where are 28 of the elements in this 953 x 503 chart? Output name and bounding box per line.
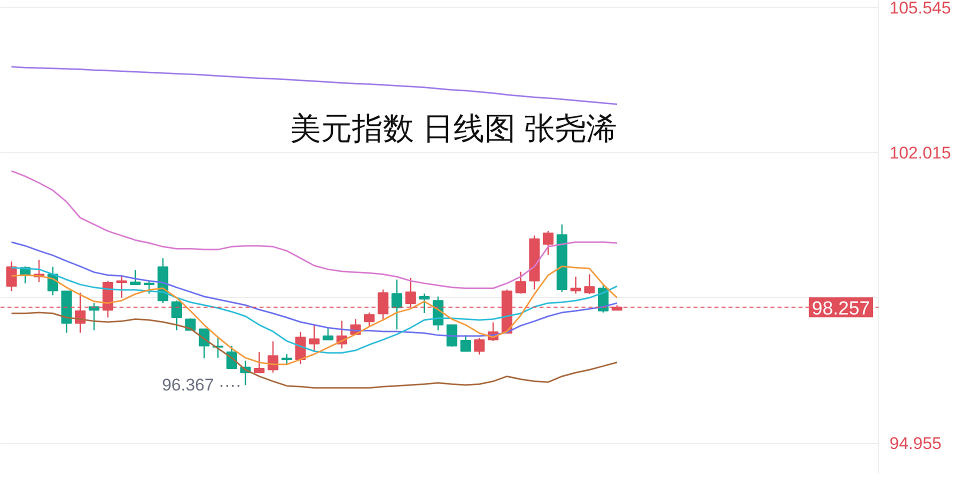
annotation: 96.367 ····: [162, 376, 242, 395]
candlestick: [542, 230, 554, 256]
candlestick: [281, 353, 292, 366]
candlestick: [392, 278, 402, 330]
candlestick: [295, 331, 306, 365]
candlestick: [584, 274, 595, 295]
candlestick: [460, 334, 471, 352]
y-tick-label: 105.545: [890, 0, 951, 18]
y-tick-label: 94.955: [890, 434, 942, 454]
candlestick: [6, 260, 17, 292]
y-tick-label: 102.015: [890, 144, 951, 163]
candlestick: [116, 274, 127, 298]
candlestick: [308, 324, 320, 352]
candlestick: [474, 337, 485, 356]
candlestick: [419, 292, 430, 314]
candlestick: [268, 340, 278, 374]
candlestick: [130, 269, 141, 286]
line-series: [10, 66, 618, 105]
candlestick: [515, 271, 526, 294]
text: 美元指数 日线图 张尧浠: [290, 111, 618, 146]
candlestick: [364, 312, 375, 328]
ref-line-label: 98.257: [812, 298, 870, 320]
line-series: [10, 312, 618, 389]
candlestick: [322, 327, 334, 340]
candlestick: [171, 300, 182, 331]
line-series: [10, 170, 618, 289]
candlestick: [144, 280, 154, 294]
candlestick: [254, 351, 265, 374]
